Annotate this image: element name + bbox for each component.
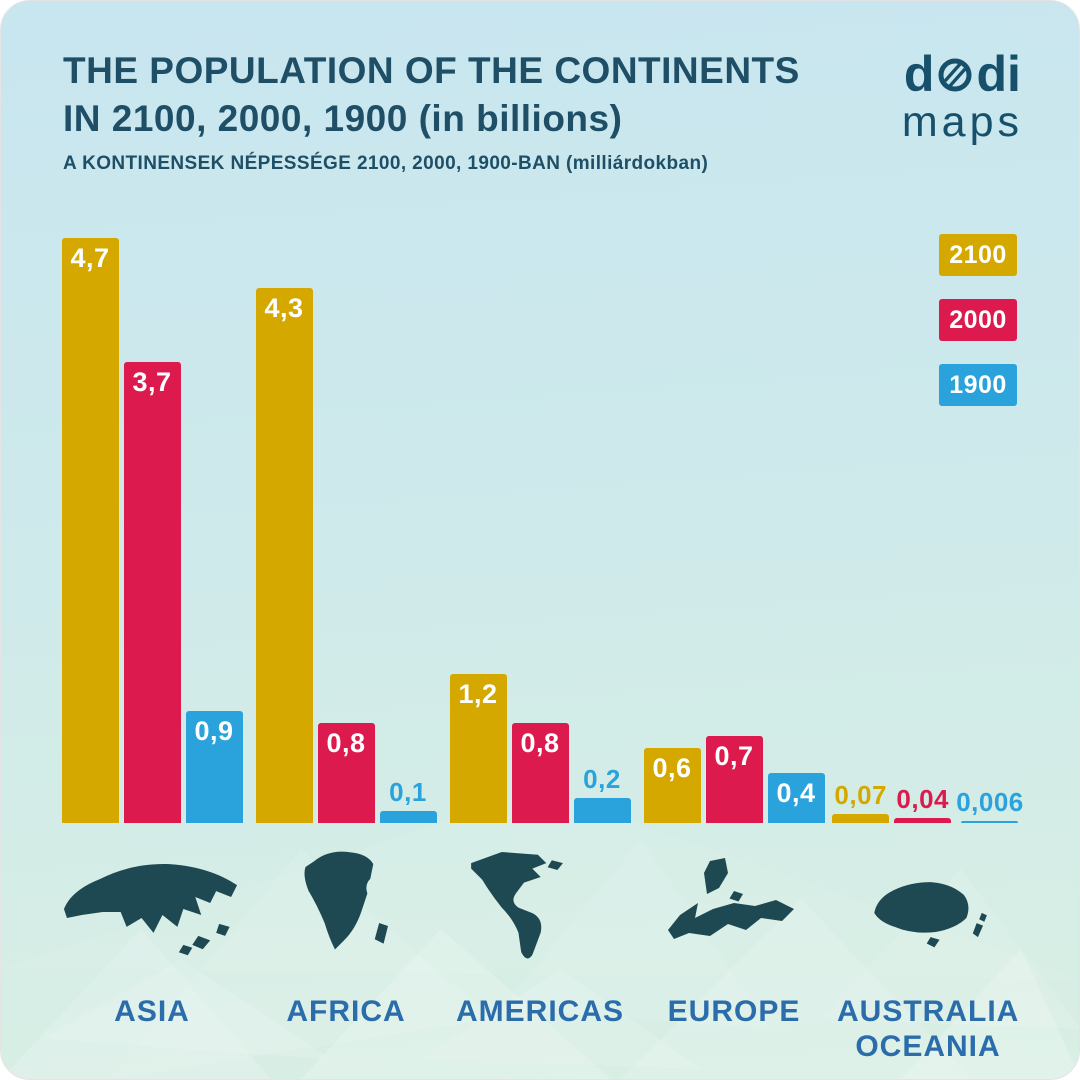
globe-icon — [938, 58, 972, 92]
bar-1900-americas — [573, 798, 631, 823]
bar-2100-africa: 4,3 — [255, 288, 313, 823]
silhouette-box — [443, 823, 637, 995]
bar-slot: 4,7 — [61, 238, 119, 823]
logo-maps-text: maps — [901, 98, 1023, 146]
americas-silhouette — [471, 851, 563, 959]
silhouette-box — [249, 823, 443, 995]
category-label-europe: EUROPE — [667, 995, 801, 1028]
bar-value-label: 0,1 — [389, 777, 427, 807]
bar-slot: 0,9 — [185, 711, 243, 823]
bar-2000-asia: 3,7 — [123, 362, 181, 823]
silhouette-box — [55, 823, 249, 995]
bars-americas: 1,2 0,8 0,2 — [449, 231, 631, 823]
bar-value-label: 0,4 — [776, 778, 816, 808]
logo-letters-di: di — [976, 46, 1021, 102]
bar-slot: 4,3 — [255, 288, 313, 823]
bar-2000-africa: 0,8 — [317, 723, 375, 823]
bar-slot: 0,006 — [956, 787, 1024, 823]
silhouette-box — [831, 823, 1025, 995]
logo-letter-d: d — [903, 46, 935, 102]
chart-subtitle: A KONTINENSEK NÉPESSÉGE 2100, 2000, 1900… — [63, 153, 709, 175]
bar-slot: 0,6 — [643, 748, 701, 823]
europe-silhouette — [668, 858, 794, 939]
africa-silhouette — [304, 851, 388, 950]
chart-group-americas: 1,2 0,8 0,2 AMERICAS — [443, 231, 637, 1064]
category-label-australia-oceania: AUSTRALIA OCEANIA — [837, 995, 1020, 1063]
bar-value-label: 0,7 — [714, 741, 754, 771]
bar-1900-europe: 0,4 — [767, 773, 825, 823]
silhouette-box — [637, 823, 831, 995]
bar-value-label: 0,04 — [896, 784, 949, 814]
bar-slot: 0,07 — [832, 780, 890, 823]
chart-legend: 2100 2000 1900 — [939, 234, 1017, 406]
bar-2100-australia-oceania — [832, 814, 890, 823]
bar-slot: 3,7 — [123, 362, 181, 823]
bar-2000-europe: 0,7 — [705, 736, 763, 823]
bar-2100-europe: 0,6 — [643, 748, 701, 823]
australia-silhouette — [874, 882, 987, 948]
bar-value-label: 0,006 — [956, 787, 1024, 817]
chart-title: THE POPULATION OF THE CONTINENTS IN 2100… — [63, 47, 800, 143]
legend-item-2000: 2000 — [939, 299, 1017, 341]
bar-slot: 0,4 — [767, 773, 825, 823]
bar-slot: 0,1 — [379, 777, 437, 823]
bar-value-label: 0,8 — [326, 728, 366, 758]
bar-2000-americas: 0,8 — [511, 723, 569, 823]
bar-chart: 4,7 3,7 0,9 ASIA 4,3 0,8 0,1 — [55, 231, 1025, 1064]
bar-value-label: 0,9 — [194, 716, 234, 746]
category-label-africa: AFRICA — [286, 995, 406, 1028]
bar-value-label: 0,8 — [520, 728, 560, 758]
bar-value-label: 4,7 — [70, 243, 110, 273]
bar-value-label: 0,2 — [583, 764, 621, 794]
bar-value-label: 0,07 — [834, 780, 887, 810]
bar-value-label: 4,3 — [264, 293, 304, 323]
bar-slot: 0,7 — [705, 736, 763, 823]
bar-slot: 0,04 — [894, 784, 952, 823]
bar-slot: 0,8 — [317, 723, 375, 823]
bar-1900-asia: 0,9 — [185, 711, 243, 823]
bar-value-label: 1,2 — [458, 679, 498, 709]
bar-1900-africa — [379, 811, 437, 823]
bar-slot: 1,2 — [449, 674, 507, 823]
logo-wordmark: d di — [902, 49, 1023, 99]
bar-value-label: 0,6 — [652, 753, 692, 783]
bar-1900-australia-oceania — [961, 821, 1019, 823]
chart-header: THE POPULATION OF THE CONTINENTS IN 2100… — [63, 47, 800, 175]
chart-group-africa: 4,3 0,8 0,1 AFRICA — [249, 231, 443, 1064]
bar-2000-australia-oceania — [894, 818, 952, 823]
legend-item-1900: 1900 — [939, 364, 1017, 406]
bar-slot: 0,8 — [511, 723, 569, 823]
chart-group-australia-oceania: 0,07 0,04 0,006 AUSTRALIA OCEANIA — [831, 231, 1025, 1064]
bars-europe: 0,6 0,7 0,4 — [643, 231, 825, 823]
bars-australia-oceania: 0,07 0,04 0,006 — [832, 231, 1024, 823]
chart-title-line1: THE POPULATION OF THE CONTINENTS — [63, 50, 800, 91]
category-label-americas: AMERICAS — [455, 995, 624, 1028]
category-label-asia: ASIA — [114, 995, 190, 1028]
bar-2100-americas: 1,2 — [449, 674, 507, 823]
dodi-maps-logo: d di maps — [902, 49, 1023, 144]
bar-2100-asia: 4,7 — [61, 238, 119, 823]
chart-group-europe: 0,6 0,7 0,4 EUROPE — [637, 231, 831, 1064]
bars-africa: 4,3 0,8 0,1 — [255, 231, 437, 823]
bar-value-label: 3,7 — [132, 367, 172, 397]
chart-title-line2: IN 2100, 2000, 1900 (in billions) — [63, 98, 623, 140]
legend-item-2100: 2100 — [939, 234, 1017, 276]
asia-silhouette — [63, 864, 238, 956]
bars-asia: 4,7 3,7 0,9 — [61, 231, 243, 823]
chart-group-asia: 4,7 3,7 0,9 ASIA — [55, 231, 249, 1064]
bar-slot: 0,2 — [573, 764, 631, 823]
